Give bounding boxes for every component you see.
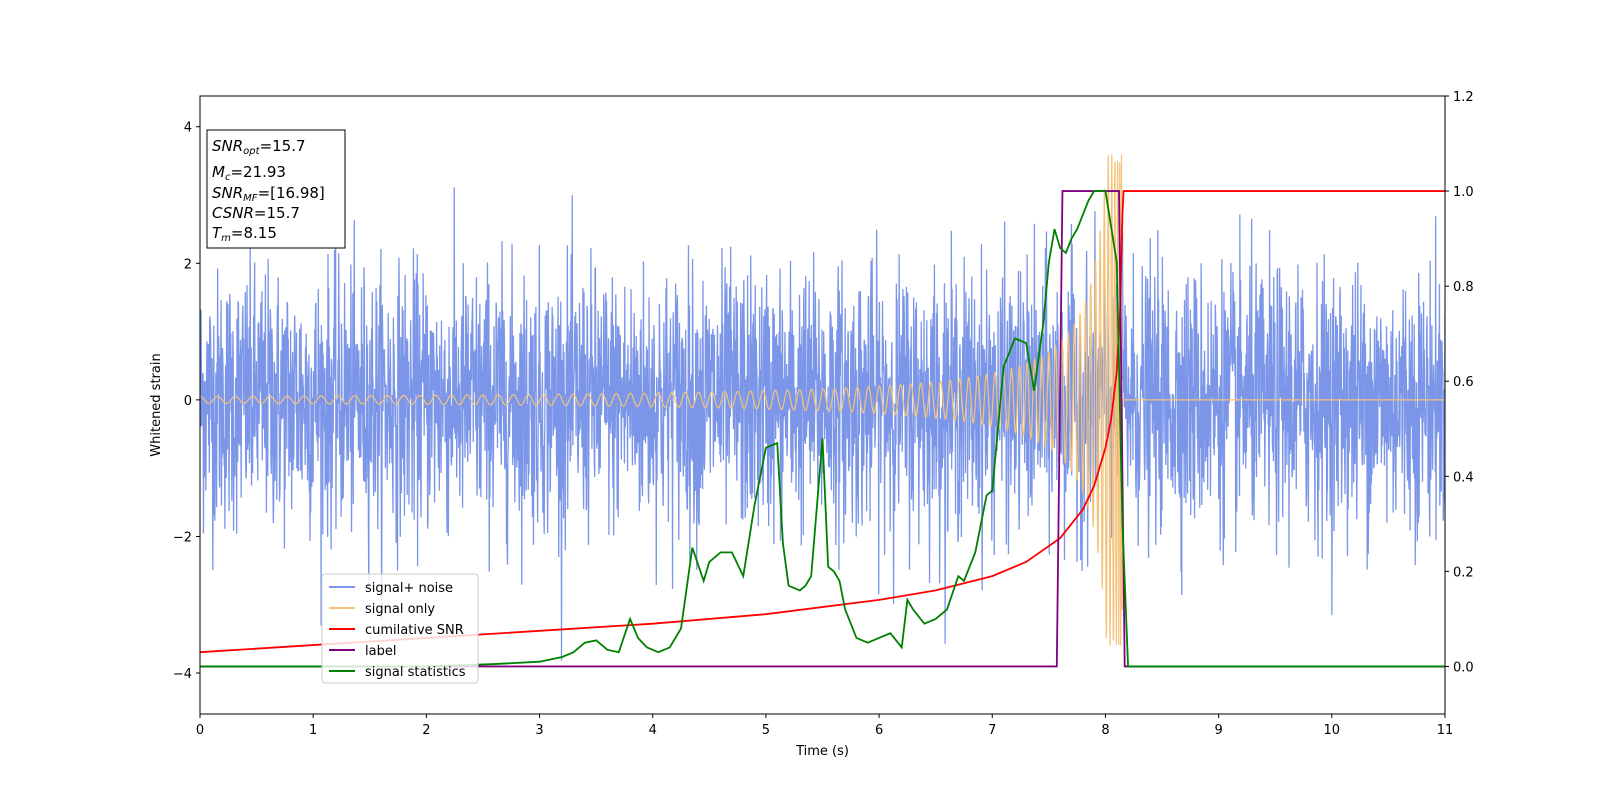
x-tick-label: 9	[1214, 723, 1222, 738]
x-tick-label: 11	[1437, 723, 1454, 738]
y-tick-label-right: 0.4	[1453, 470, 1474, 485]
legend-label: signal+ noise	[365, 581, 453, 596]
axes-frame	[199, 95, 1446, 715]
x-tick-label: 10	[1324, 723, 1341, 738]
legend-label: cumilative SNR	[365, 623, 464, 638]
tm-text: Tm=8.15	[212, 224, 277, 244]
mc-text: Mc=21.93	[212, 163, 286, 183]
x-tick-label: 6	[875, 723, 883, 738]
legend-label: label	[365, 644, 396, 659]
plot-area	[200, 154, 1445, 668]
y-axis-label: Whitened strain	[149, 353, 164, 456]
y-tick-label-right: 1.0	[1453, 185, 1474, 200]
y-tick-label-right: 0.0	[1453, 660, 1474, 675]
y-tick-label-left: 0	[184, 394, 192, 409]
y-tick-label-right: 0.2	[1453, 565, 1474, 580]
legend-label: signal statistics	[365, 665, 466, 680]
x-axis-label: Time (s)	[795, 744, 849, 759]
y-tick-label-left: −4	[173, 667, 192, 682]
series-signal-statistics-line	[200, 190, 1445, 668]
x-tick-label: 2	[422, 723, 430, 738]
y-tick-label-right: 1.2	[1453, 90, 1474, 105]
x-tick-label: 8	[1101, 723, 1109, 738]
y-tick-label-left: −2	[173, 530, 192, 545]
y-tick-label-right: 0.8	[1453, 280, 1474, 295]
legend: signal+ noise signal only cumilative SNR la…	[321, 573, 479, 684]
series-signal-only-line	[200, 154, 1445, 646]
x-tick-label: 0	[196, 723, 204, 738]
x-tick-label: 1	[309, 723, 317, 738]
legend-frame	[321, 573, 479, 684]
series-cumilative-snr-line	[200, 190, 1445, 654]
y-tick-label-left: 2	[184, 257, 192, 272]
csnr-text: CSNR=15.7	[212, 204, 300, 222]
x-tick-label: 4	[649, 723, 657, 738]
tick-layer: 0 1 2 3 4 5 6 7 8 9 10 11 −4 −2 0 2 4 0.0 0.2 0.4 0.6 0.8 1.0 1…	[173, 90, 1474, 738]
snr-mf-text: SNRMF=[16.98]	[212, 184, 325, 204]
info-box-frame	[206, 129, 346, 249]
info-box: SNRopt=15.7 Mc=21.93 SNRMF=[16.98] CSNR=…	[206, 129, 346, 249]
legend-label: signal only	[365, 602, 435, 617]
x-tick-label: 7	[988, 723, 996, 738]
y-tick-label-left: 4	[184, 121, 192, 136]
snr-opt-text: SNRopt=15.7	[212, 137, 306, 157]
x-tick-label: 5	[762, 723, 770, 738]
y-tick-label-right: 0.6	[1453, 375, 1474, 390]
x-tick-label: 3	[535, 723, 543, 738]
